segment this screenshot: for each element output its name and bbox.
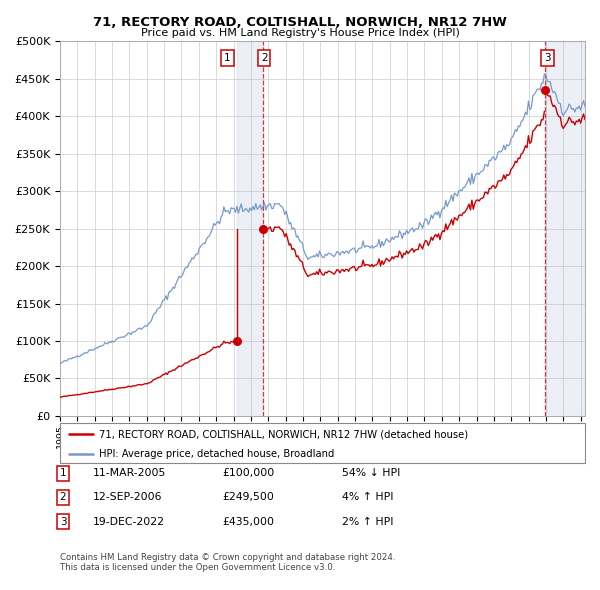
Text: 4% ↑ HPI: 4% ↑ HPI — [342, 493, 394, 502]
Text: 3: 3 — [544, 53, 551, 63]
Text: Price paid vs. HM Land Registry's House Price Index (HPI): Price paid vs. HM Land Registry's House … — [140, 28, 460, 38]
Text: £435,000: £435,000 — [222, 517, 274, 526]
Text: 54% ↓ HPI: 54% ↓ HPI — [342, 468, 400, 478]
FancyBboxPatch shape — [60, 423, 585, 463]
Text: 19-DEC-2022: 19-DEC-2022 — [93, 517, 165, 526]
Text: This data is licensed under the Open Government Licence v3.0.: This data is licensed under the Open Gov… — [60, 563, 335, 572]
Text: 2% ↑ HPI: 2% ↑ HPI — [342, 517, 394, 526]
Text: £100,000: £100,000 — [222, 468, 274, 478]
Text: 1: 1 — [224, 53, 230, 63]
Bar — [237, 41, 263, 416]
Text: HPI: Average price, detached house, Broadland: HPI: Average price, detached house, Broa… — [100, 450, 335, 460]
Text: 1: 1 — [59, 468, 67, 478]
Text: Contains HM Land Registry data © Crown copyright and database right 2024.: Contains HM Land Registry data © Crown c… — [60, 553, 395, 562]
Text: 11-MAR-2005: 11-MAR-2005 — [93, 468, 166, 478]
Text: £249,500: £249,500 — [222, 493, 274, 502]
Text: 12-SEP-2006: 12-SEP-2006 — [93, 493, 163, 502]
Text: 2: 2 — [261, 53, 268, 63]
Text: 3: 3 — [59, 517, 67, 526]
Bar — [545, 41, 585, 416]
Text: 71, RECTORY ROAD, COLTISHALL, NORWICH, NR12 7HW: 71, RECTORY ROAD, COLTISHALL, NORWICH, N… — [93, 16, 507, 29]
Text: 71, RECTORY ROAD, COLTISHALL, NORWICH, NR12 7HW (detached house): 71, RECTORY ROAD, COLTISHALL, NORWICH, N… — [100, 430, 469, 440]
Text: 2: 2 — [59, 493, 67, 502]
